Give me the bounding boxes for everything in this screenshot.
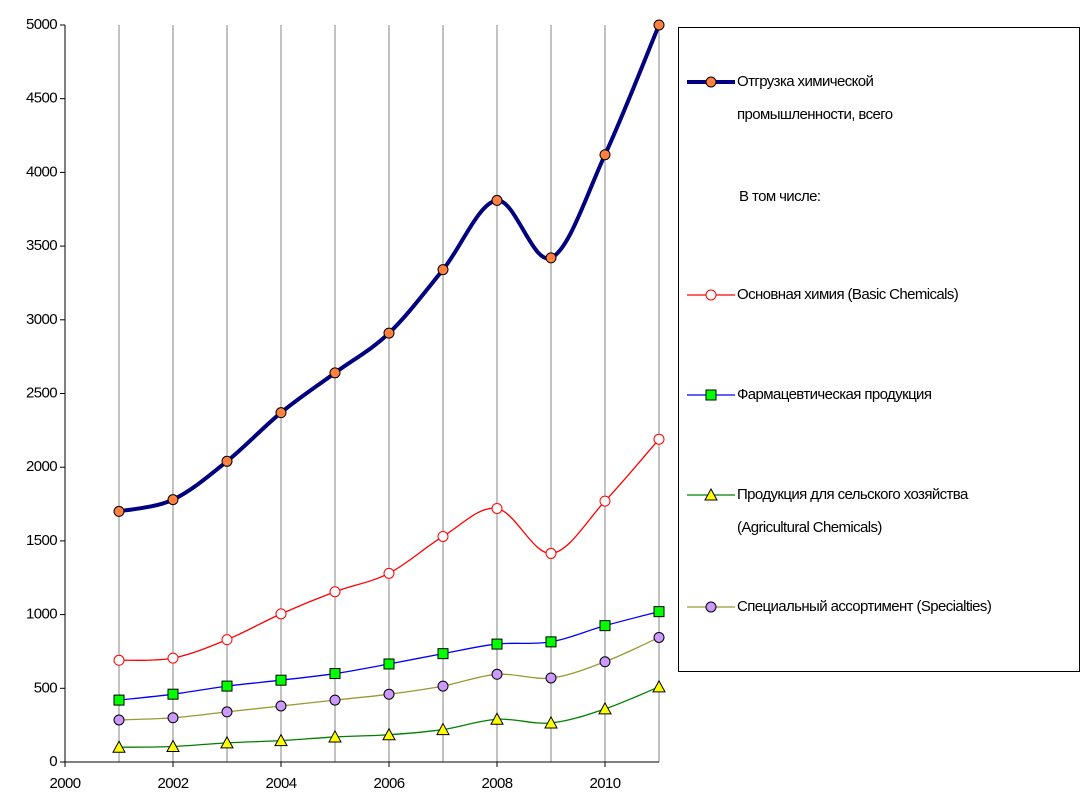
marker xyxy=(705,76,717,88)
marker xyxy=(166,739,180,753)
y-tick-label: 500 xyxy=(34,679,57,696)
y-tick-label: 4500 xyxy=(26,90,57,107)
y-tick-label: 3000 xyxy=(26,311,57,328)
marker xyxy=(705,601,717,613)
legend: В том числе: Отгрузка химической промышл… xyxy=(678,27,1080,672)
legend-entry: Продукция для сельского хозяйства (Agric… xyxy=(687,486,968,544)
marker xyxy=(599,620,611,632)
marker xyxy=(705,289,717,301)
marker xyxy=(275,700,287,712)
marker xyxy=(653,19,665,31)
legend-swatch xyxy=(687,487,735,501)
x-tick-label: 2000 xyxy=(50,775,81,792)
y-tick-label: 3500 xyxy=(26,237,57,254)
marker xyxy=(437,648,449,660)
marker xyxy=(113,714,125,726)
y-tick-label: 4000 xyxy=(26,163,57,180)
marker xyxy=(383,327,395,339)
legend-note: В том числе: xyxy=(739,188,821,205)
marker xyxy=(436,722,450,736)
marker xyxy=(704,487,718,501)
marker xyxy=(653,433,665,445)
marker xyxy=(437,530,449,542)
series-line xyxy=(118,438,660,661)
marker xyxy=(167,652,179,664)
marker xyxy=(653,631,665,643)
legend-label: Специальный ассортимент (Specialties) xyxy=(737,598,992,615)
legend-entry: Специальный ассортимент (Specialties) xyxy=(687,598,992,623)
marker xyxy=(221,706,233,718)
legend-label: Продукция для сельского хозяйства (Agric… xyxy=(737,486,968,536)
legend-label: Фармацевтическая продукция xyxy=(737,386,932,403)
marker xyxy=(167,712,179,724)
marker xyxy=(329,586,341,598)
marker xyxy=(113,505,125,517)
marker xyxy=(382,727,396,741)
legend-label: Отгрузка химической промышленности, всег… xyxy=(737,73,893,123)
marker xyxy=(329,367,341,379)
marker xyxy=(275,407,287,419)
marker xyxy=(167,494,179,506)
marker xyxy=(491,638,503,650)
marker xyxy=(491,502,503,514)
marker xyxy=(329,694,341,706)
marker xyxy=(437,680,449,692)
marker xyxy=(113,694,125,706)
legend-swatch xyxy=(687,389,735,401)
marker xyxy=(383,658,395,670)
marker xyxy=(113,654,125,666)
marker xyxy=(652,679,666,693)
legend-label: Основная химия (Basic Chemicals) xyxy=(737,286,959,303)
marker xyxy=(491,668,503,680)
marker xyxy=(544,715,558,729)
marker xyxy=(274,733,288,747)
marker xyxy=(653,606,665,618)
marker xyxy=(545,636,557,648)
legend-entry: Фармацевтическая продукция xyxy=(687,386,932,411)
marker xyxy=(545,252,557,264)
marker xyxy=(599,149,611,161)
marker xyxy=(329,668,341,680)
marker xyxy=(112,740,126,753)
marker xyxy=(221,680,233,692)
marker xyxy=(599,656,611,668)
legend-swatch xyxy=(687,76,735,88)
marker xyxy=(705,389,717,401)
marker xyxy=(221,455,233,467)
marker xyxy=(545,547,557,559)
marker xyxy=(490,712,504,725)
marker xyxy=(491,194,503,206)
marker xyxy=(383,567,395,579)
legend-swatch xyxy=(687,289,735,301)
marker xyxy=(383,688,395,700)
marker xyxy=(275,608,287,620)
marker xyxy=(275,674,287,686)
marker xyxy=(328,729,342,743)
marker xyxy=(221,634,233,646)
marker xyxy=(599,495,611,507)
y-tick-label: 2000 xyxy=(26,458,57,475)
x-tick-label: 2002 xyxy=(158,775,189,792)
marker xyxy=(220,735,234,749)
y-tick-label: 1500 xyxy=(26,532,57,549)
marker xyxy=(545,672,557,684)
marker xyxy=(167,688,179,700)
legend-entry: Отгрузка химической промышленности, всег… xyxy=(687,73,893,131)
x-tick-label: 2008 xyxy=(482,775,513,792)
y-tick-label: 0 xyxy=(49,753,57,770)
y-tick-label: 5000 xyxy=(26,16,57,33)
legend-entry: Основная химия (Basic Chemicals) xyxy=(687,286,959,311)
y-tick-label: 1000 xyxy=(26,606,57,623)
y-tick-label: 2500 xyxy=(26,384,57,401)
marker xyxy=(598,701,612,715)
marker xyxy=(437,264,449,276)
x-tick-label: 2006 xyxy=(374,775,405,792)
x-tick-label: 2010 xyxy=(590,775,621,792)
x-tick-label: 2004 xyxy=(266,775,297,792)
legend-swatch xyxy=(687,601,735,613)
